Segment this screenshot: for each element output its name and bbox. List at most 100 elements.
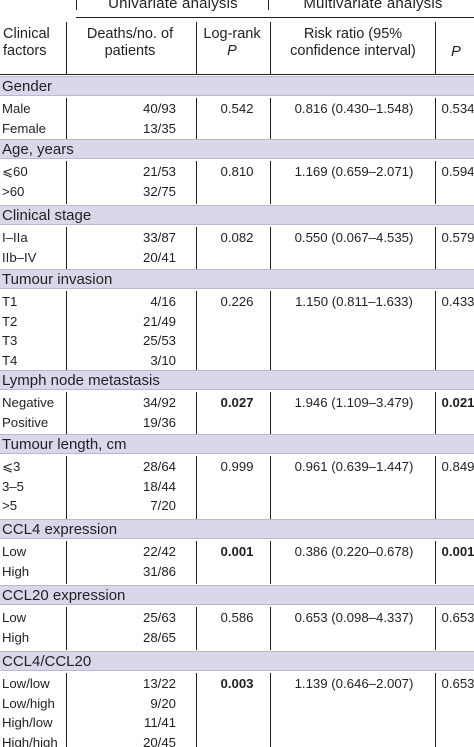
- column-header-risk-ratio: Risk ratio (95% confidence interval): [290, 26, 416, 59]
- logrank-p-value: 0.226: [220, 294, 254, 309]
- group-rule: [76, 17, 474, 18]
- multivariate-p-value: 0.849: [441, 459, 474, 474]
- deaths-value: 32/75: [142, 183, 176, 199]
- logrank-p-value: 0.027: [220, 395, 254, 410]
- column-divider: [435, 607, 436, 650]
- risk-ratio-value: 0.653 (0.098–4.337): [294, 610, 414, 625]
- column-divider: [66, 673, 67, 747]
- logrank-p-value: 0.810: [220, 164, 254, 179]
- univariate-group-title: Univariate analysis: [108, 0, 238, 12]
- deaths-value: 19/36: [142, 414, 176, 430]
- deaths-value: 28/65: [142, 629, 176, 645]
- deaths-value: 25/63: [142, 610, 176, 625]
- logrank-p-value: 0.082: [220, 230, 254, 245]
- row-label: ⩽3: [2, 459, 21, 474]
- multivariate-p-value: 0.433: [441, 294, 474, 309]
- section-title: Tumour invasion: [2, 271, 113, 288]
- deaths-value: 13/22: [142, 676, 176, 691]
- column-divider: [196, 607, 197, 650]
- section-header: Age, years: [0, 139, 474, 159]
- multivariate-p-value: 0.534: [441, 101, 474, 116]
- column-divider: [270, 541, 271, 584]
- deaths-value: 3/10: [150, 352, 176, 368]
- risk-ratio-value: 1.946 (1.109–3.479): [294, 395, 414, 410]
- column-divider: [270, 161, 271, 204]
- table-group-header: Univariate analysis Multivariate analysi…: [0, 0, 474, 18]
- deaths-value: 21/53: [142, 164, 176, 179]
- row-label: I–IIa: [2, 230, 28, 245]
- section-header: CCL4 expression: [0, 519, 474, 539]
- column-divider: [196, 673, 197, 747]
- section-title: CCL4/CCL20: [2, 653, 92, 670]
- column-header-logrank: Log-rank P: [198, 26, 266, 72]
- column-divider: [435, 161, 436, 204]
- row-label: T3: [2, 333, 18, 348]
- column-divider: [66, 227, 67, 270]
- deaths-value: 13/35: [142, 120, 176, 136]
- column-divider: [196, 456, 197, 519]
- section-title: CCL20 expression: [2, 587, 126, 604]
- deaths-value: 4/16: [150, 294, 176, 309]
- row-label: Positive: [2, 414, 49, 430]
- logrank-p-value: 0.003: [220, 676, 254, 691]
- column-divider: [196, 541, 197, 584]
- section-title: Lymph node metastasis: [2, 372, 160, 389]
- column-divider: [435, 541, 436, 584]
- column-divider: [66, 541, 67, 584]
- logrank-p-value: 0.001: [220, 544, 254, 559]
- column-header-deaths: Deaths/no. of patients: [86, 26, 174, 59]
- deaths-value: 25/53: [142, 333, 176, 348]
- deaths-value: 11/41: [143, 715, 176, 730]
- multivariate-p-value: 0.579: [441, 230, 474, 245]
- logrank-header-line2: P: [227, 43, 237, 59]
- deaths-value: 21/49: [142, 313, 176, 329]
- multivariate-group-title: Multivariate analysis: [303, 0, 443, 12]
- row-label: 3–5: [2, 478, 25, 494]
- column-divider: [66, 22, 67, 74]
- row-label: High: [2, 629, 30, 645]
- column-divider: [435, 392, 436, 435]
- deaths-value: 9/20: [150, 695, 176, 711]
- column-divider: [435, 227, 436, 270]
- risk-ratio-value: 0.386 (0.220–0.678): [294, 544, 414, 559]
- row-label: T4: [2, 352, 18, 368]
- column-divider: [196, 392, 197, 435]
- section-title: Clinical stage: [2, 207, 92, 224]
- column-divider: [435, 456, 436, 519]
- column-divider: [66, 291, 67, 373]
- column-divider: [66, 98, 67, 141]
- column-divider: [435, 291, 436, 373]
- section-header: CCL4/CCL20: [0, 651, 474, 671]
- column-divider: [196, 161, 197, 204]
- column-divider: [196, 227, 197, 270]
- logrank-p-value: 0.586: [220, 610, 254, 625]
- multivariate-p-value: 0.653: [441, 676, 474, 691]
- column-divider: [196, 291, 197, 373]
- row-label: >5: [2, 498, 18, 513]
- multivariate-p-value: 0.021: [441, 395, 474, 410]
- section-header: Lymph node metastasis: [0, 370, 474, 390]
- row-label: Low/low: [2, 676, 50, 691]
- row-label: Male: [2, 101, 31, 116]
- column-divider: [270, 392, 271, 435]
- group-divider: [268, 0, 269, 10]
- risk-ratio-value: 1.169 (0.659–2.071): [294, 164, 414, 179]
- logrank-header-line1: Log-rank: [203, 26, 261, 42]
- deaths-value: 28/64: [142, 459, 176, 474]
- column-divider: [66, 456, 67, 519]
- row-label: T2: [2, 313, 18, 329]
- column-divider: [435, 98, 436, 141]
- header-rule: [0, 74, 474, 75]
- row-label: Low: [2, 544, 27, 559]
- section-header: Gender: [0, 76, 474, 96]
- column-divider: [270, 227, 271, 270]
- section-title: Age, years: [2, 141, 74, 158]
- column-header-factor: Clinical factors: [3, 26, 50, 59]
- multivariate-p-value: 0.001: [441, 544, 474, 559]
- section-header: Tumour length, cm: [0, 434, 474, 454]
- deaths-value: 33/87: [142, 230, 176, 245]
- row-label: Female: [2, 120, 46, 136]
- column-divider: [196, 98, 197, 141]
- deaths-value: 18/44: [142, 478, 176, 494]
- column-divider: [270, 456, 271, 519]
